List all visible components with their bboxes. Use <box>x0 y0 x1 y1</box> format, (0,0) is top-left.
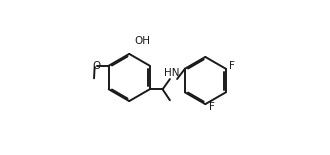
Text: F: F <box>229 61 235 71</box>
Text: OH: OH <box>135 35 150 46</box>
Text: F: F <box>209 102 214 112</box>
Text: O: O <box>92 61 101 71</box>
Text: HN: HN <box>164 68 180 78</box>
